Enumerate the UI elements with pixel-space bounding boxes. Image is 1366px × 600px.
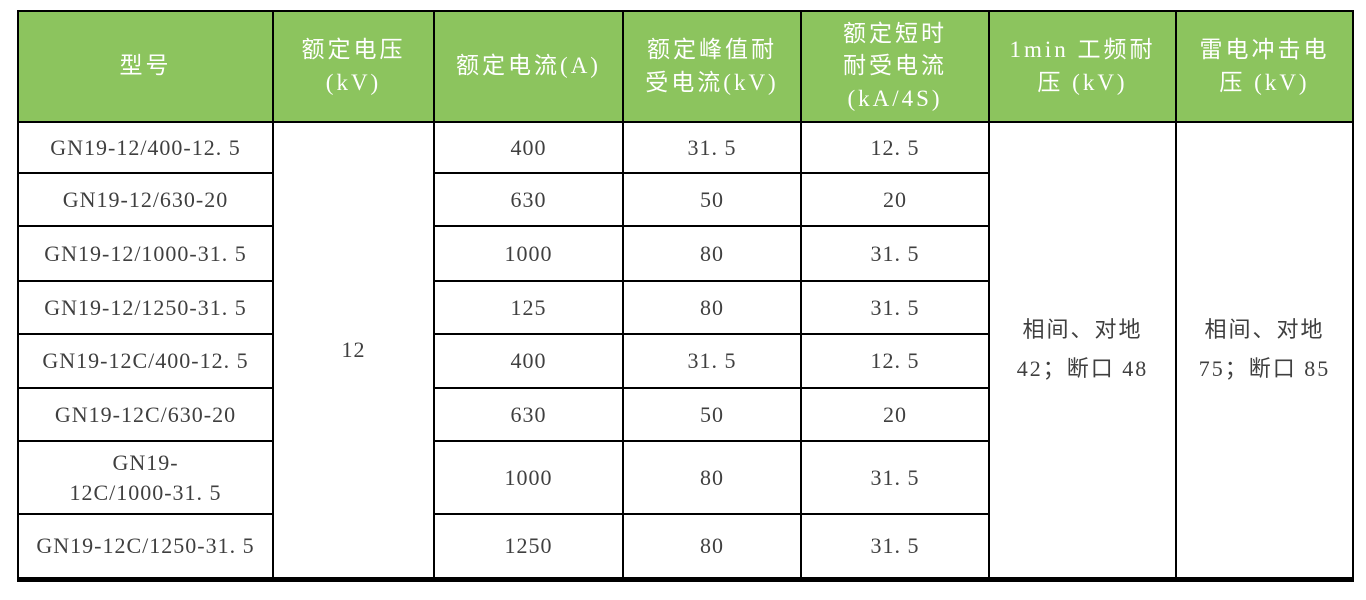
cell-model: GN19-12/630-20: [17, 172, 274, 227]
cell-peak: 80: [622, 280, 802, 335]
header-model: 型号: [17, 10, 274, 123]
header-lightning-impulse: 雷电冲击电 压 (kV): [1175, 10, 1354, 123]
table-row: GN19-12/1000-31. 5 1000 80 31. 5: [17, 225, 1353, 282]
cell-short-time: 20: [800, 387, 990, 442]
header-peak-withstand: 额定峰值耐 受电流(kV): [622, 10, 802, 123]
cell-current: 1250: [433, 513, 624, 580]
table-row: GN19-12C/400-12. 5 400 31. 5 12. 5: [17, 333, 1353, 389]
cell-rated-voltage: 12: [272, 121, 435, 580]
cell-peak: 31. 5: [622, 333, 802, 389]
cell-model: GN19-12/400-12. 5: [17, 121, 274, 174]
table-row: GN19-12C/1250-31. 5 1250 80 31. 5: [17, 513, 1353, 580]
table-row: GN19-12/400-12. 5 12 400 31. 5 12. 5 相间、…: [17, 121, 1354, 580]
cell-power-freq-withstand: 相间、对地 42；断口 48: [988, 121, 1177, 580]
cell-model: GN19-12/1250-31. 5: [17, 280, 274, 335]
table-row: GN19-12/630-20 630 50 20: [17, 172, 1353, 227]
header-row: 型号 额定电压 (kV) 额定电流(A) 额定峰值耐 受电流(kV) 额定短时 …: [17, 10, 1354, 123]
cell-model: GN19-12C/630-20: [17, 387, 274, 442]
cell-current: 400: [433, 121, 624, 174]
cell-short-time: 31. 5: [800, 440, 990, 515]
cell-model: GN19- 12C/1000-31. 5: [17, 440, 274, 515]
cell-short-time: 20: [800, 172, 990, 227]
cell-short-time: 31. 5: [800, 280, 990, 335]
cell-peak: 31. 5: [622, 121, 802, 174]
cell-peak: 50: [622, 387, 802, 442]
spec-table: 型号 额定电压 (kV) 额定电流(A) 额定峰值耐 受电流(kV) 额定短时 …: [17, 10, 1354, 582]
cell-peak: 80: [622, 225, 802, 282]
cell-current: 1000: [433, 440, 624, 515]
header-power-freq-voltage: 1min 工频耐 压 (kV): [988, 10, 1177, 123]
cell-model: GN19-12/1000-31. 5: [17, 225, 274, 282]
cell-model: GN19-12C/1250-31. 5: [17, 513, 274, 580]
cell-current: 630: [433, 172, 624, 227]
cell-current: 630: [433, 387, 624, 442]
header-rated-voltage: 额定电压 (kV): [272, 10, 435, 123]
cell-current: 400: [433, 333, 624, 389]
header-rated-current: 额定电流(A): [433, 10, 624, 123]
table-row: GN19-12C/630-20 630 50 20: [17, 387, 1353, 442]
cell-short-time: 12. 5: [800, 121, 990, 174]
header-short-time-current: 额定短时 耐受电流 (kA/4S): [800, 10, 990, 123]
cell-current: 125: [433, 280, 624, 335]
cell-lightning-impulse: 相间、对地 75；断口 85: [1175, 121, 1354, 580]
cell-peak: 80: [622, 513, 802, 580]
cell-peak: 50: [622, 172, 802, 227]
cell-short-time: 31. 5: [800, 513, 990, 580]
table-row: GN19-12/1250-31. 5 125 80 31. 5: [17, 280, 1353, 335]
cell-model: GN19-12C/400-12. 5: [17, 333, 274, 389]
table-row: GN19- 12C/1000-31. 5 1000 80 31. 5: [17, 440, 1353, 515]
cell-short-time: 31. 5: [800, 225, 990, 282]
cell-peak: 80: [622, 440, 802, 515]
cell-current: 1000: [433, 225, 624, 282]
cell-short-time: 12. 5: [800, 333, 990, 389]
